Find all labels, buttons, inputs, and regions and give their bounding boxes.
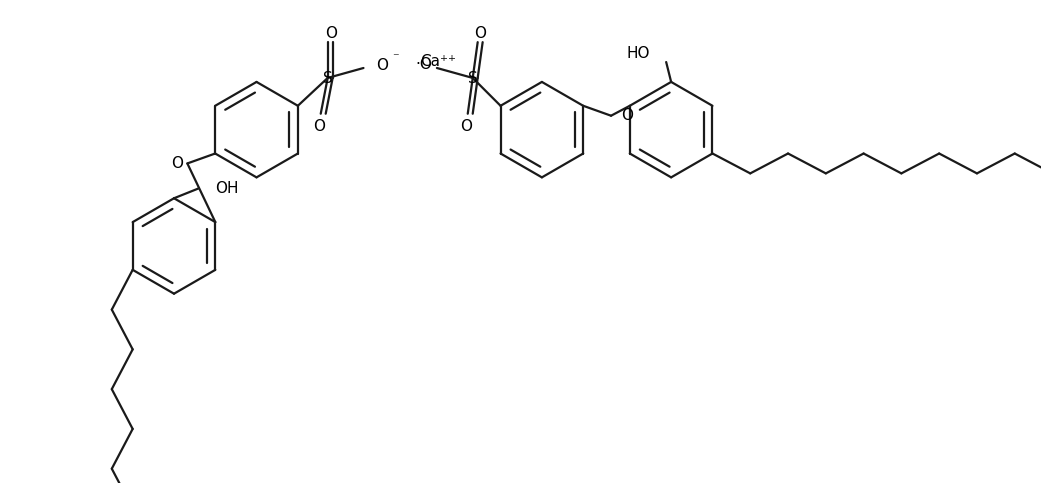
Text: O: O — [474, 26, 485, 41]
Text: OH: OH — [215, 181, 238, 196]
Text: HO: HO — [626, 45, 650, 60]
Text: O: O — [459, 119, 472, 134]
Text: Ca⁺⁺: Ca⁺⁺ — [421, 53, 456, 68]
Text: O: O — [171, 156, 184, 170]
Text: ⁻: ⁻ — [393, 51, 399, 64]
Text: O: O — [313, 119, 325, 134]
Text: S: S — [468, 71, 477, 86]
Text: O: O — [325, 26, 336, 41]
Text: S: S — [323, 71, 333, 86]
Text: ·O: ·O — [416, 57, 432, 71]
Text: O: O — [377, 58, 388, 73]
Text: O: O — [621, 108, 633, 123]
